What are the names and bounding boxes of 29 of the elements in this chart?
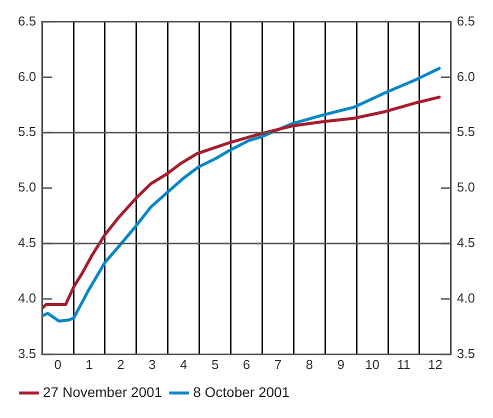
y-tick-label: 5.5: [18, 124, 36, 140]
x-tick-label: 6: [242, 356, 250, 372]
x-tick-label: 3: [148, 356, 156, 372]
y2-tick-label: 5.0: [456, 180, 476, 195]
x-tick-label: 2: [117, 356, 124, 372]
x-tick-label: 7: [274, 356, 282, 372]
y2-tick-label: 4.0: [456, 290, 476, 306]
x-tick-label: 4: [180, 356, 188, 372]
y-tick-label: 6.5: [18, 13, 36, 28]
x-tick-label: 11: [397, 356, 410, 372]
x-tick-label: 1: [86, 356, 93, 372]
x-tick-label: 8: [306, 356, 314, 372]
y2-tick-label: 6.5: [456, 13, 476, 28]
y2-tick-label: 6.0: [456, 68, 476, 84]
y-tick-label: 5.0: [18, 180, 36, 195]
y-tick-label: 6.0: [18, 68, 36, 84]
x-tick-label: 10: [365, 356, 380, 372]
x-tick-label: 12: [428, 356, 442, 372]
y-tick-label: 4.5: [18, 235, 36, 250]
legend-label: 27 November 2001: [43, 384, 162, 400]
y2-tick-label: 5.5: [456, 124, 476, 140]
x-tick-label: 0: [54, 356, 62, 372]
legend-label: 8 October 2001: [193, 384, 290, 400]
y2-tick-label: 4.5: [456, 235, 476, 250]
y-tick-label: 4.0: [18, 290, 36, 306]
y2-tick-label: 3.5: [456, 346, 476, 361]
x-tick-label: 5: [211, 356, 219, 372]
y-tick-label: 3.5: [18, 346, 36, 361]
x-tick-label: 9: [337, 356, 344, 372]
